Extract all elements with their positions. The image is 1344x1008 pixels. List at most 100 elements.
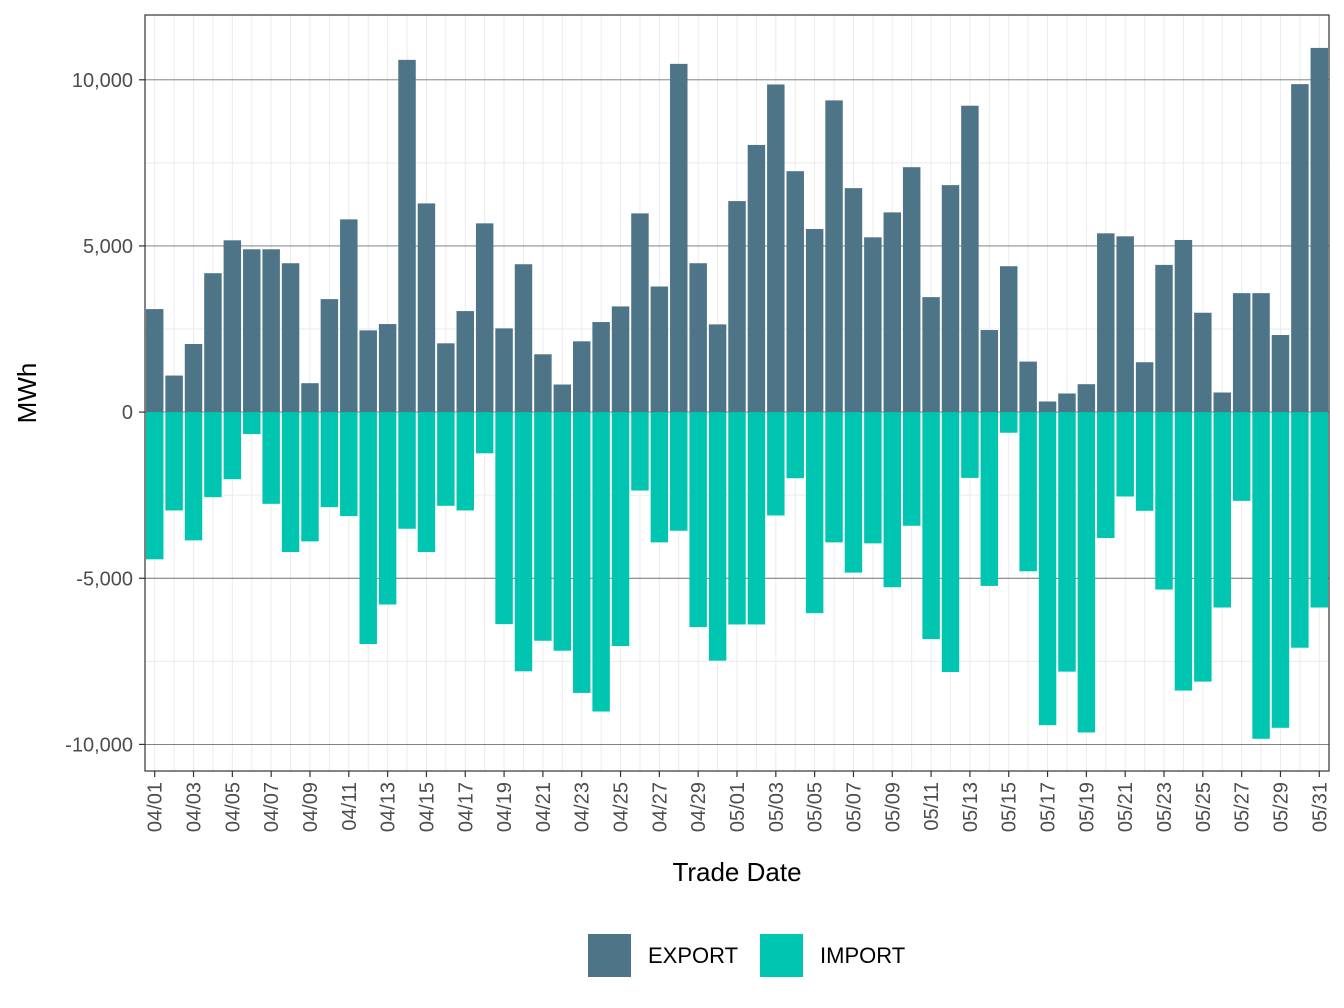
- bar-export-05-04: [786, 171, 804, 413]
- bar-export-04-21: [534, 354, 552, 413]
- bar-export-05-02: [747, 144, 766, 413]
- bar-import-04-17: [456, 412, 474, 511]
- bar-export-05-12: [941, 185, 960, 413]
- bar-export-05-18: [1058, 393, 1076, 413]
- bar-import-04-15: [417, 412, 436, 553]
- bar-export-05-26: [1213, 392, 1231, 413]
- x-tick-label: 05/11: [921, 782, 943, 831]
- x-tick-label: 04/27: [649, 782, 671, 832]
- bar-import-04-10: [320, 412, 339, 508]
- bar-import-04-07: [262, 412, 280, 504]
- bar-import-04-08: [281, 412, 300, 553]
- bar-import-04-11: [340, 412, 358, 517]
- y-tick-label: -10,000: [65, 734, 133, 756]
- bar-import-05-23: [1155, 412, 1173, 590]
- bar-export-05-22: [1135, 362, 1154, 413]
- bar-export-05-15: [1000, 266, 1018, 413]
- bar-import-04-13: [378, 412, 397, 605]
- bars: [145, 47, 1329, 739]
- legend-key-import: [760, 934, 803, 977]
- bar-export-04-18: [475, 223, 494, 413]
- bar-export-04-17: [456, 311, 474, 413]
- bar-export-05-29: [1271, 335, 1290, 413]
- x-tick-label: 05/13: [960, 782, 982, 832]
- x-tick-label: 05/31: [1309, 782, 1331, 832]
- bar-export-05-31: [1310, 47, 1329, 413]
- x-tick-label: 04/15: [416, 782, 438, 832]
- bar-export-04-01: [145, 309, 164, 413]
- x-tick-label: 05/07: [843, 782, 865, 832]
- bar-import-05-14: [980, 412, 999, 586]
- bar-import-05-27: [1232, 412, 1251, 501]
- bar-import-04-26: [631, 412, 649, 491]
- bar-import-04-16: [437, 412, 455, 506]
- bar-export-04-15: [417, 203, 436, 413]
- bar-import-04-18: [475, 412, 494, 454]
- bar-export-04-23: [572, 341, 591, 413]
- x-tick-label: 05/01: [727, 782, 749, 832]
- bar-export-05-14: [980, 330, 999, 413]
- bar-export-04-11: [340, 219, 358, 413]
- bar-export-04-06: [243, 249, 261, 413]
- x-tick-label: 05/17: [1038, 782, 1060, 832]
- x-tick-label: 04/19: [494, 782, 516, 832]
- x-tick-label: 04/05: [222, 782, 244, 832]
- bar-export-04-14: [398, 59, 416, 413]
- bar-export-04-02: [165, 375, 183, 413]
- bar-export-05-06: [825, 100, 843, 413]
- legend-key-export: [588, 934, 631, 977]
- bar-import-04-22: [553, 412, 572, 651]
- bar-import-05-16: [1019, 412, 1037, 572]
- bar-export-04-10: [320, 299, 339, 413]
- bar-export-05-30: [1291, 84, 1309, 413]
- bar-export-04-28: [670, 63, 688, 413]
- bar-export-04-22: [553, 384, 572, 413]
- bar-export-04-05: [223, 240, 242, 413]
- bar-import-05-22: [1135, 412, 1154, 511]
- bar-import-05-20: [1097, 412, 1115, 539]
- bar-import-05-07: [844, 412, 863, 573]
- x-tick-label: 04/07: [261, 782, 283, 832]
- bar-import-04-24: [592, 412, 610, 712]
- bar-export-05-10: [902, 167, 921, 413]
- bar-import-05-26: [1213, 412, 1231, 608]
- bar-import-05-24: [1174, 412, 1193, 691]
- bar-import-04-01: [145, 412, 164, 560]
- bar-import-04-12: [359, 412, 377, 645]
- x-tick-label: 04/09: [300, 782, 322, 832]
- bar-import-05-05: [805, 412, 824, 614]
- x-axis: 04/01 04/03 04/05 04/07 04/09 04/11 04/13 04/15…: [145, 771, 1331, 832]
- x-tick-label: 05/29: [1270, 782, 1292, 832]
- x-tick-label: 04/01: [145, 782, 167, 832]
- x-tick-label: 05/03: [766, 782, 788, 832]
- bar-export-04-30: [708, 324, 727, 413]
- bar-export-05-24: [1174, 239, 1193, 413]
- x-tick-label: 05/27: [1232, 782, 1254, 832]
- bar-import-04-27: [650, 412, 669, 543]
- x-tick-label: 05/09: [882, 782, 904, 832]
- legend-label-export: EXPORT: [648, 943, 738, 968]
- bar-import-04-14: [398, 412, 416, 529]
- bar-export-05-13: [961, 105, 979, 413]
- y-tick-label: 10,000: [72, 70, 133, 92]
- bar-export-04-12: [359, 330, 377, 413]
- bar-export-04-13: [378, 324, 397, 413]
- bar-export-05-25: [1194, 312, 1212, 413]
- bar-export-04-03: [184, 343, 203, 413]
- bar-import-04-23: [572, 412, 591, 693]
- y-axis: -10,000 -5,000 0 5,000 10,000: [65, 70, 145, 756]
- x-tick-label: 05/21: [1115, 782, 1137, 832]
- bar-export-05-17: [1038, 401, 1057, 413]
- bar-import-04-02: [165, 412, 183, 511]
- bar-export-05-20: [1097, 233, 1115, 413]
- bar-import-05-02: [747, 412, 766, 625]
- y-tick-label: -5,000: [76, 568, 133, 590]
- x-tick-label: 04/03: [184, 782, 206, 832]
- x-tick-label: 05/15: [999, 782, 1021, 832]
- x-axis-title: Trade Date: [672, 857, 801, 887]
- x-tick-label: 04/25: [611, 782, 633, 832]
- bar-import-05-06: [825, 412, 843, 543]
- bar-import-05-11: [922, 412, 940, 640]
- bar-import-04-30: [708, 412, 727, 661]
